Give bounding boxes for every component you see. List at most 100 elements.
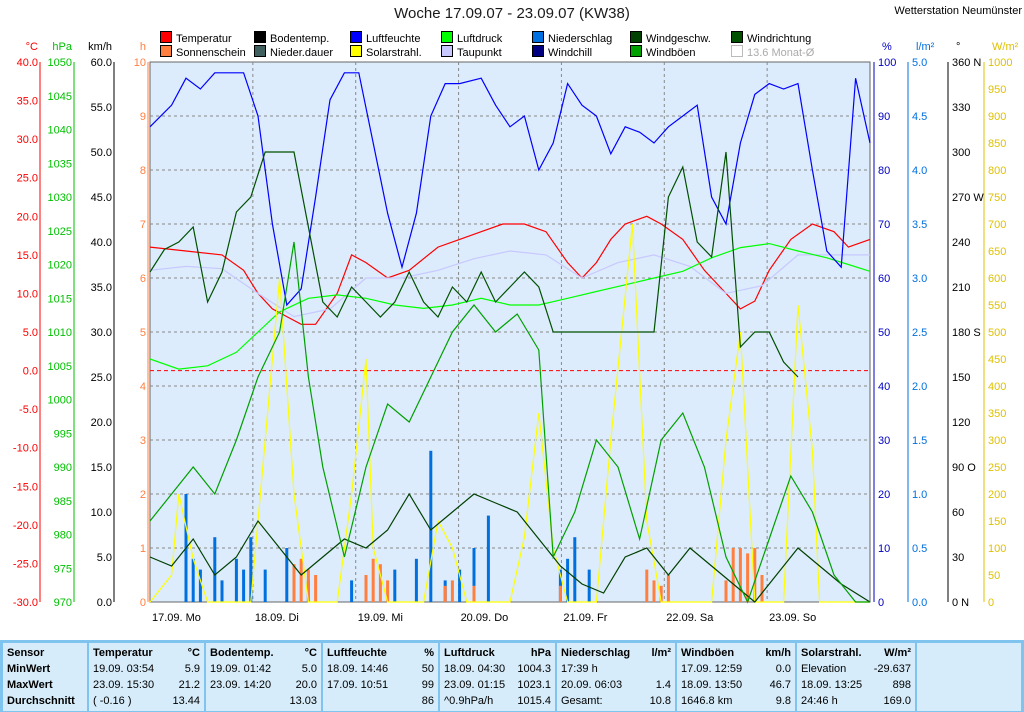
rain-tick-label: 0.0 bbox=[912, 597, 927, 609]
chart-title: Woche 17.09.07 - 23.09.07 (KW38) bbox=[394, 5, 630, 22]
niederschlag-bar bbox=[285, 548, 289, 602]
temperature-unit-label: °C bbox=[26, 41, 38, 53]
rain-tick-label: 4.5 bbox=[912, 111, 927, 123]
temperature-tick-label: 35.0 bbox=[17, 96, 38, 108]
x-tick-label: 18.09. Di bbox=[255, 612, 299, 624]
legend-item: Luftdruck bbox=[441, 31, 502, 46]
stats-empty-column bbox=[917, 643, 1021, 711]
stats-cell-value: 1004.3 bbox=[517, 663, 551, 675]
stats-column: Luftdruck hPa 18.09. 04:30 1004.3 23.09. 01:… bbox=[440, 643, 555, 711]
stats-header-label: Luftdruck bbox=[444, 647, 495, 659]
legend-swatch bbox=[532, 45, 544, 57]
solar-unit-label: W/m² bbox=[992, 41, 1019, 53]
legend-item: 13.6 Monat-Ø bbox=[731, 45, 814, 60]
legend-item: Windgeschw. bbox=[630, 31, 711, 46]
legend-item: Nieder.dauer bbox=[254, 45, 333, 60]
sonnenschein-bar bbox=[299, 558, 303, 602]
pressure-tick-label: 1020 bbox=[48, 260, 72, 272]
temperature-tick-label: 40.0 bbox=[17, 57, 38, 69]
pressure-tick-label: 1030 bbox=[48, 192, 72, 204]
humidity-unit-label: % bbox=[882, 41, 892, 53]
stats-cell-row: 19.09. 03:54 5.9 bbox=[89, 663, 204, 679]
legend-item: Taupunkt bbox=[441, 45, 502, 60]
sonnenschein-bar bbox=[666, 575, 670, 602]
stats-header-unit: % bbox=[424, 647, 434, 659]
stats-cell-value: 1023.1 bbox=[517, 679, 551, 691]
stats-cell-time: ( -0.16 ) bbox=[93, 695, 132, 707]
temperature-tick-label: 30.0 bbox=[17, 134, 38, 146]
legend-item: Luftfeuchte bbox=[350, 31, 420, 46]
stats-header-label: Bodentemp. bbox=[210, 647, 274, 659]
stats-cell-time: 18.09. 14:46 bbox=[327, 663, 389, 675]
stats-header-label: Windböen bbox=[681, 647, 735, 659]
pressure-tick-label: 980 bbox=[54, 530, 72, 542]
stats-cell-value: 46.7 bbox=[769, 679, 791, 691]
legend-label: Temperatur bbox=[176, 33, 232, 45]
stats-header-label: Luftfeuchte bbox=[327, 647, 387, 659]
niederschlag-bar bbox=[198, 569, 202, 602]
legend-label: Windchill bbox=[548, 47, 593, 59]
stats-cell-row: ( -0.16 ) 13.44 bbox=[89, 695, 204, 711]
sonnenschein-bar bbox=[306, 569, 310, 602]
stats-cell-row: 20.09. 06:03 1.4 bbox=[557, 679, 675, 695]
legend-label: Windrichtung bbox=[747, 33, 812, 45]
stats-cell-value: 5.0 bbox=[301, 663, 317, 675]
pressure-tick-label: 1040 bbox=[48, 125, 72, 137]
stats-cell-value: 10.8 bbox=[649, 695, 671, 707]
sonnenschein-bar bbox=[558, 585, 562, 602]
solarstrahl-line bbox=[149, 223, 870, 603]
x-tick-label: 21.09. Fr bbox=[563, 612, 607, 624]
stats-cell-row: 18.09. 14:46 50 bbox=[323, 663, 438, 679]
legend-label: Luftdruck bbox=[457, 33, 503, 45]
sunshine-tick-label: 2 bbox=[140, 489, 146, 501]
stats-header-label: Temperatur bbox=[93, 647, 153, 659]
solar-tick-label: 100 bbox=[988, 543, 1006, 555]
legend-swatch bbox=[350, 31, 362, 43]
stats-header-label: Solarstrahl. bbox=[801, 647, 862, 659]
stats-header-unit: °C bbox=[304, 647, 317, 659]
stats-cell-row: 17:39 h bbox=[557, 663, 675, 679]
humidity-tick-label: 40 bbox=[878, 381, 890, 393]
legend-label: Sonnenschein bbox=[176, 47, 246, 59]
stats-cell-row: 24:46 h 169.0 bbox=[797, 695, 915, 711]
solar-tick-label: 400 bbox=[988, 381, 1006, 393]
niederschlag-bar bbox=[414, 558, 418, 602]
windrichtung-line bbox=[149, 151, 799, 378]
solar-tick-label: 50 bbox=[988, 570, 1000, 582]
pressure-tick-label: 970 bbox=[54, 597, 72, 609]
wind_dir-tick-label: 300 bbox=[952, 147, 970, 159]
pressure-tick-label: 1035 bbox=[48, 158, 72, 170]
sonnenschein-bar bbox=[760, 575, 764, 602]
stats-header-unit: °C bbox=[187, 647, 200, 659]
legend-swatch bbox=[350, 45, 362, 57]
legend-label: Taupunkt bbox=[457, 47, 502, 59]
stats-column-header: Temperatur °C bbox=[89, 647, 204, 663]
wind_dir-tick-label: 240 bbox=[952, 237, 970, 249]
x-tick-label: 19.09. Mi bbox=[358, 612, 403, 624]
stats-column: Solarstrahl. W/m² Elevation -29.637 18.09. 1… bbox=[797, 643, 915, 711]
solar-tick-label: 750 bbox=[988, 192, 1006, 204]
sunshine-tick-label: 3 bbox=[140, 435, 146, 447]
temperature-tick-label: 25.0 bbox=[17, 173, 38, 185]
temperature-tick-label: -30.0 bbox=[13, 597, 38, 609]
legend-label: Bodentemp. bbox=[270, 33, 330, 45]
niederschlag-bar bbox=[458, 569, 462, 602]
solar-tick-label: 200 bbox=[988, 489, 1006, 501]
solar-tick-label: 450 bbox=[988, 354, 1006, 366]
legend-swatch bbox=[731, 31, 743, 43]
solar-tick-label: 700 bbox=[988, 219, 1006, 231]
legend-swatch bbox=[630, 45, 642, 57]
legend-item: Sonnenschein bbox=[160, 45, 246, 60]
wind_speed-unit-label: km/h bbox=[88, 41, 112, 53]
stats-header-unit: W/m² bbox=[884, 647, 911, 659]
stats-column: Niederschlag l/m² 17:39 h 20.09. 06:03 1.4 Ge… bbox=[557, 643, 675, 711]
solar-tick-label: 1000 bbox=[988, 57, 1012, 69]
legend-label: Windböen bbox=[646, 47, 696, 59]
sunshine-tick-label: 4 bbox=[140, 381, 146, 393]
rain-tick-label: 0.5 bbox=[912, 543, 927, 555]
pressure-tick-label: 1050 bbox=[48, 57, 72, 69]
stats-cell-value: 5.9 bbox=[184, 663, 200, 675]
wind_speed-tick-label: 0.0 bbox=[97, 597, 112, 609]
sonnenschein-bar bbox=[450, 580, 454, 602]
windgeschw-line bbox=[149, 492, 871, 603]
